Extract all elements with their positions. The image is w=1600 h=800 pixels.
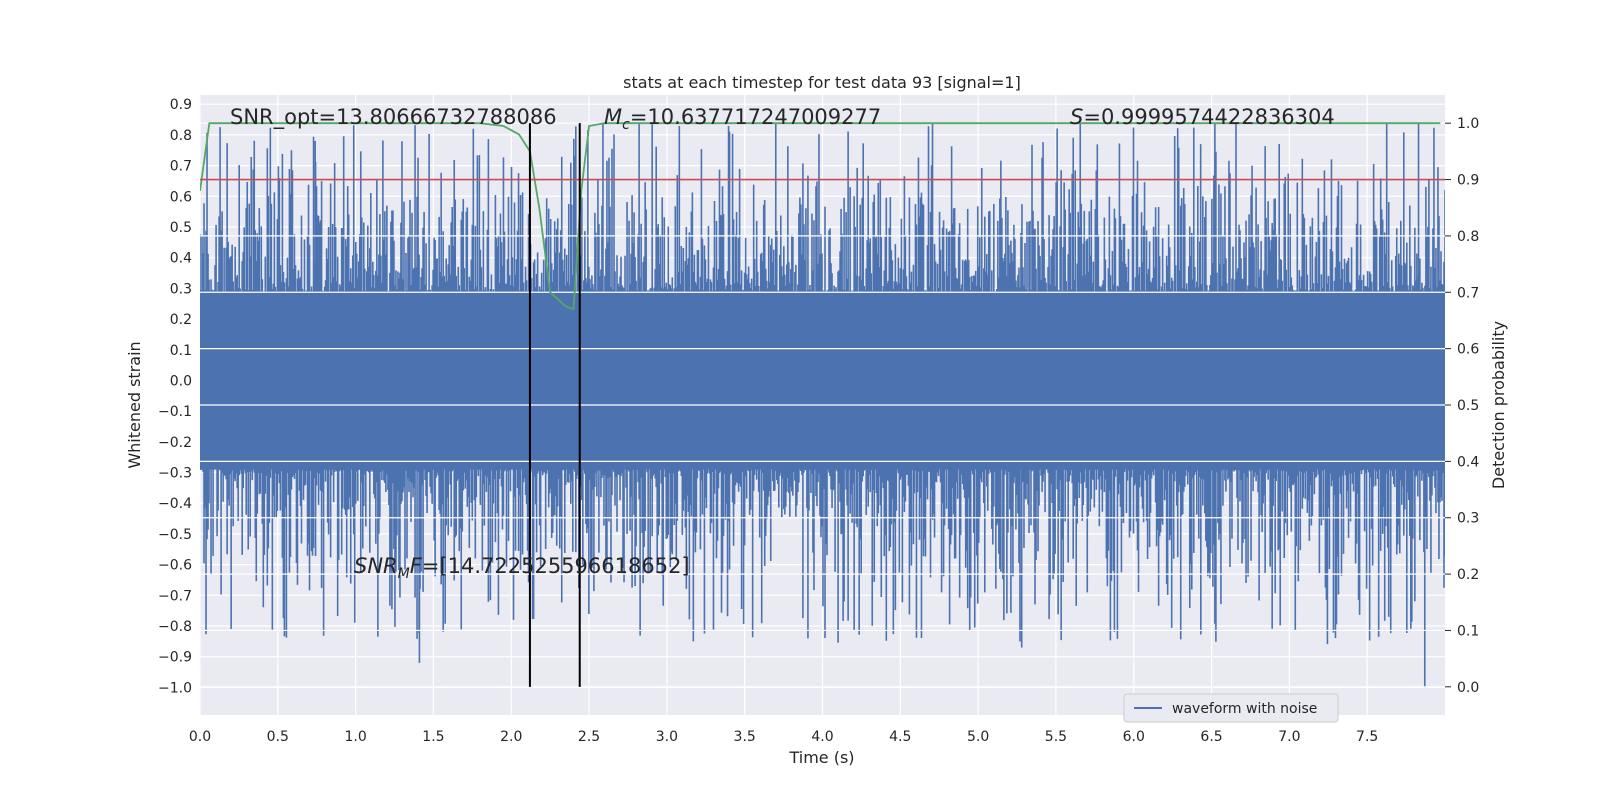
x-tick-label: 1.0 (344, 729, 366, 745)
y-tick-label: 0.4 (170, 251, 192, 267)
legend-label-waveform: waveform with noise (1172, 701, 1317, 717)
y2-tick-label: 0.3 (1457, 511, 1479, 527)
x-tick-label: 6.5 (1200, 729, 1222, 745)
y-tick-label: −0.4 (158, 496, 192, 512)
y2-tick-label: 1.0 (1457, 116, 1479, 132)
x-tick-label: 4.5 (889, 729, 911, 745)
y-tick-label: 0.7 (170, 159, 192, 175)
annotation-chirp-mass: Mc=10.637717247009277 (604, 105, 881, 133)
x-tick-label: 3.0 (656, 729, 678, 745)
y-tick-label: 0.3 (170, 281, 192, 297)
y2-tick-label: 0.8 (1457, 229, 1479, 245)
annotation-snr-mf: SNRMF=[14.722525596618652] (354, 554, 690, 582)
y-tick-label: −0.9 (158, 650, 192, 666)
waveform-series (200, 122, 1445, 688)
y-tick-label: 0.5 (170, 220, 192, 236)
y-tick-label: 0.1 (170, 343, 192, 359)
x-tick-label: 7.5 (1356, 729, 1378, 745)
y-tick-label: −1.0 (158, 680, 192, 696)
probability-series (200, 122, 1445, 311)
x-tick-label: 2.0 (500, 729, 522, 745)
y-tick-label: −0.2 (158, 435, 192, 451)
y2-axis-ticks: 1.0 0.9 0.8 0.7 0.6 0.5 0.4 0.3 0.2 0.1 0.0 (1445, 116, 1479, 696)
y-tick-label: 0.2 (170, 312, 192, 328)
y2-tick-label: 0.1 (1457, 623, 1479, 639)
y-tick-label: −0.7 (158, 588, 192, 604)
y2-tick-label: 0.6 (1457, 342, 1479, 358)
x-tick-label: 1.5 (422, 729, 444, 745)
chart-title: stats at each timestep for test data 93 … (623, 73, 1021, 92)
y-tick-label: 0.9 (170, 97, 192, 113)
y2-tick-label: 0.9 (1457, 173, 1479, 189)
y-tick-label: −0.6 (158, 558, 192, 574)
x-tick-label: 5.0 (967, 729, 989, 745)
y-tick-label: −0.5 (158, 527, 192, 543)
x-tick-label: 6.0 (1123, 729, 1145, 745)
x-tick-label: 0.0 (189, 729, 211, 745)
x-tick-label: 3.5 (734, 729, 756, 745)
legend: waveform with noise (1123, 693, 1339, 723)
y2-axis-label: Detection probability (1489, 321, 1508, 489)
y2-tick-label: 0.5 (1457, 398, 1479, 414)
x-tick-label: 7.0 (1278, 729, 1300, 745)
x-tick-label: 4.0 (811, 729, 833, 745)
probability-line (200, 122, 1441, 311)
y2-tick-label: 0.4 (1457, 454, 1479, 470)
y-axis-label: Whitened strain (125, 341, 144, 468)
y-tick-label: −0.3 (158, 466, 192, 482)
y2-tick-label: 0.0 (1457, 680, 1479, 696)
y-tick-label: 0.0 (170, 373, 192, 389)
y-tick-label: 0.8 (170, 128, 192, 144)
y2-tick-label: 0.7 (1457, 285, 1479, 301)
y2-tick-label: 0.2 (1457, 567, 1479, 583)
x-axis-ticks: 0.0 0.5 1.0 1.5 2.0 2.5 3.0 3.5 4.0 4.5 5.0 5.5 6.0 6… (189, 729, 1378, 745)
x-tick-label: 2.5 (578, 729, 600, 745)
y-tick-label: 0.6 (170, 189, 192, 205)
annotation-s-value: S=0.9999574422836304 (1070, 105, 1335, 129)
y-tick-label: −0.8 (158, 619, 192, 635)
annotation-snr-opt: SNR_opt=13.80666732788086 (230, 105, 557, 130)
x-tick-label: 0.5 (267, 729, 289, 745)
x-tick-label: 5.5 (1045, 729, 1067, 745)
y-tick-label: −0.1 (158, 404, 192, 420)
y-axis-ticks: 0.9 0.8 0.7 0.6 0.5 0.4 0.3 0.2 0.1 0.0 −0.1 −0.2 −0… (158, 97, 192, 696)
vertical-markers (528, 123, 581, 687)
waveform-core-band (200, 291, 1445, 470)
x-axis-label: Time (s) (788, 748, 854, 767)
legend-box (1123, 693, 1339, 723)
